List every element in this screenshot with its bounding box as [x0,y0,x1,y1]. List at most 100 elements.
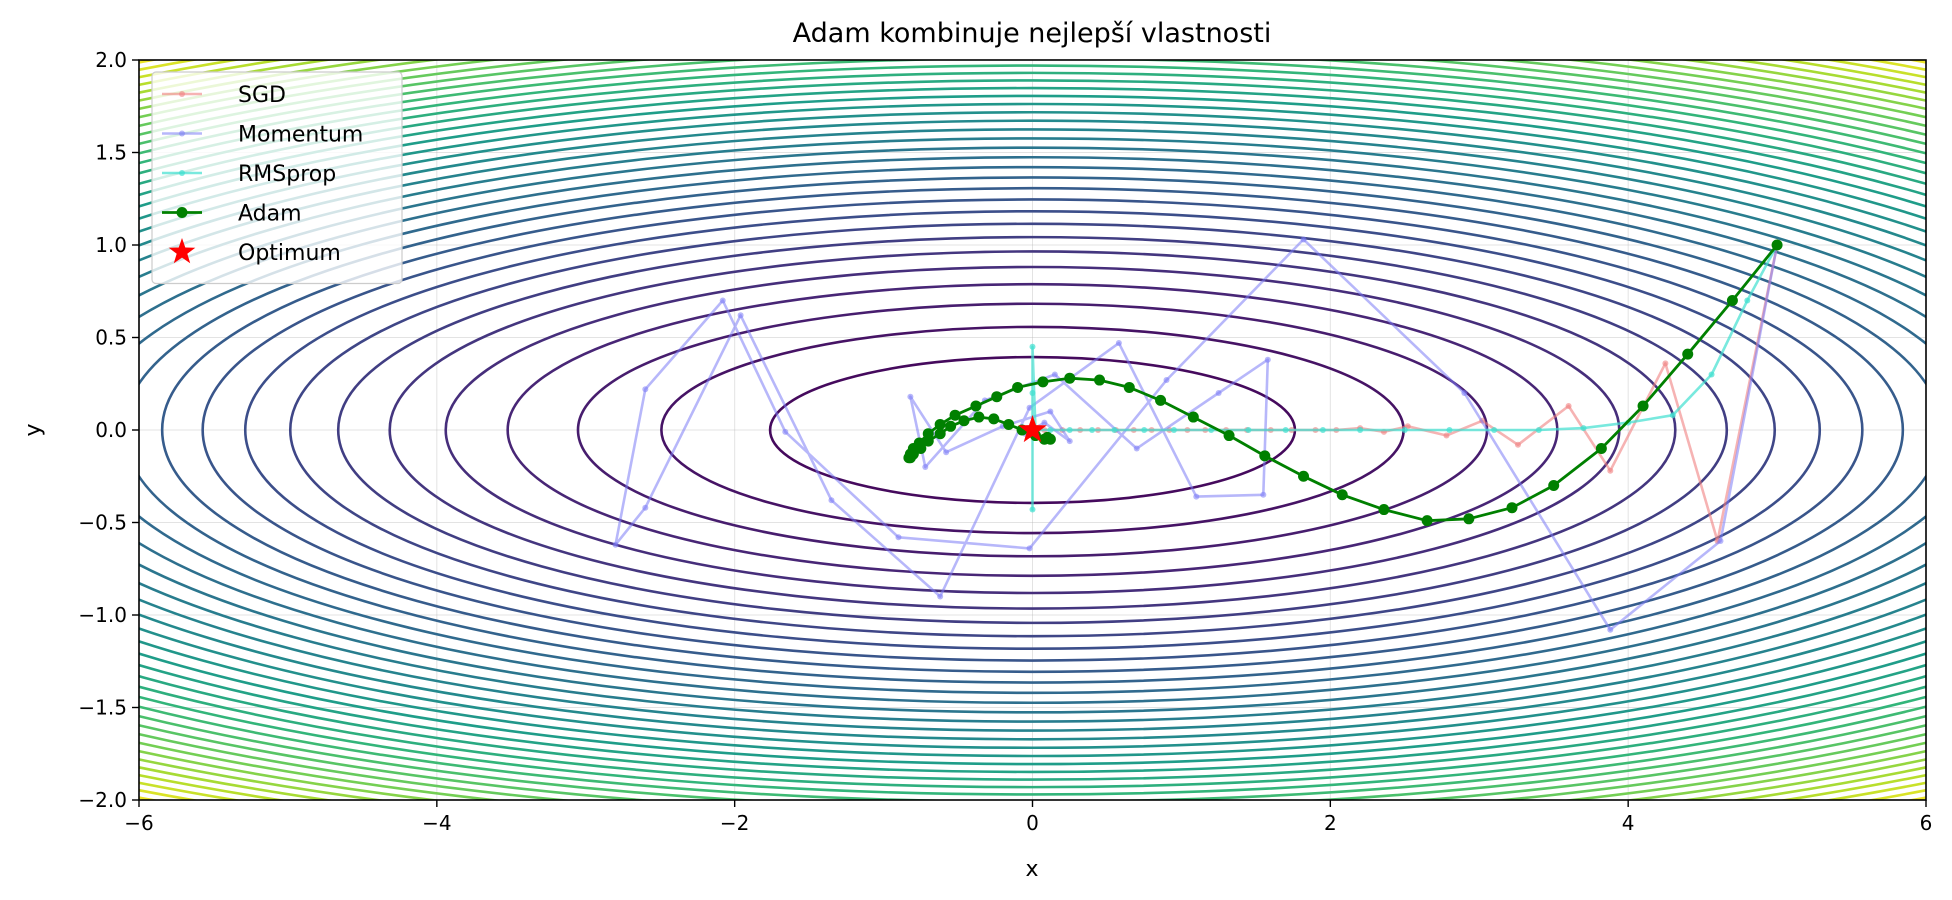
data-point-rmsprop [1401,427,1408,433]
data-point-adam [1094,374,1106,386]
x-tick-label: −2 [720,811,749,835]
y-tick-label: −2.0 [78,788,127,812]
contour-line [139,79,1926,781]
data-point-sgd [1443,432,1450,439]
data-point-momentum [1051,371,1058,378]
data-point-momentum [1163,377,1170,384]
data-point-adam [1155,394,1167,406]
legend-box [151,71,403,285]
x-tick-label: −6 [124,811,153,835]
contour-line [139,146,1926,714]
legend-marker-rmsprop [179,170,185,176]
data-point-adam [1506,502,1518,514]
data-point-momentum [922,464,929,470]
data-point-momentum [642,386,649,393]
data-point-rmsprop [1669,412,1676,419]
legend-item-adam: Adam [162,202,302,227]
data-point-rmsprop [1491,427,1498,433]
series-adam [903,239,1783,527]
data-point-rmsprop [1319,427,1326,433]
data-point-adam [934,418,946,430]
data-point-rmsprop [1535,427,1542,433]
legend: SGD Momentum RMSprop Adam Optimum [151,71,403,285]
legend-marker-sgd [179,91,185,97]
data-point-momentum [719,297,726,304]
data-point-rmsprop [1029,506,1036,513]
x-axis-ticks: −6 −4 −2 0 2 4 6 [124,800,1932,835]
data-point-adam [1771,239,1783,251]
data-point-momentum [1026,545,1033,552]
data-point-adam [1595,443,1607,454]
y-tick-label: 0.5 [95,326,127,350]
data-point-rmsprop [1066,427,1073,433]
data-point-adam [1187,411,1199,423]
legend-label-optimum: Optimum [238,241,341,266]
data-point-momentum [1215,390,1222,396]
data-point-adam [1037,376,1049,388]
data-point-adam [1463,513,1475,525]
data-point-momentum [1041,419,1048,426]
contour-line [139,94,1926,766]
data-point-momentum [1133,445,1140,452]
legend-label-momentum: Momentum [238,123,363,148]
y-tick-label: −0.5 [78,511,127,535]
data-point-adam [1726,295,1738,306]
data-point-adam [1682,348,1694,360]
y-axis-ticks: −2.0 −1.5 −1.0 −0.5 0.0 0.5 1.0 1.5 2.0 [78,48,139,812]
contour-line [139,86,1926,774]
y-tick-label: 1.0 [95,233,127,257]
data-point-momentum [907,393,914,400]
legend-label-rmsprop: RMSprop [238,162,336,187]
data-point-momentum [782,428,789,435]
legend-item-optimum: Optimum [168,238,341,266]
y-tick-label: 1.5 [95,141,127,165]
contour-line [139,128,1926,732]
contour-line [243,210,1822,650]
data-point-momentum [1047,408,1054,415]
data-point-adam [1064,372,1076,384]
data-point-adam [1223,430,1235,442]
contour-line [139,102,1926,758]
data-point-rmsprop [1029,390,1036,396]
legend-swatch-optimum [168,238,196,264]
x-tick-label: 2 [1324,811,1337,835]
contour-lines [139,60,1926,800]
data-point-adam [1012,381,1024,393]
optimum-layer [1018,415,1047,443]
data-point-adam [915,443,927,454]
data-point-adam [1378,504,1390,516]
data-point-momentum [612,541,619,548]
legend-label-sgd: SGD [238,83,286,108]
data-point-adam [934,428,946,440]
data-point-adam [949,409,961,421]
data-point-momentum [828,497,835,504]
data-point-adam [1259,450,1271,462]
contour-line [139,71,1926,789]
legend-marker-adam [176,207,188,218]
data-point-adam [958,415,970,427]
data-point-momentum [943,449,950,456]
data-point-adam [945,420,957,432]
data-point-momentum [642,504,649,511]
data-point-rmsprop [1282,427,1289,433]
data-point-sgd [1662,360,1669,367]
data-point-adam [1548,480,1560,491]
y-tick-label: 0.0 [95,418,127,442]
data-point-momentum [1026,404,1033,411]
data-point-momentum [1115,340,1122,347]
series-line-momentum [614,238,1779,632]
x-tick-label: 4 [1622,811,1635,835]
data-point-rmsprop [1357,427,1364,433]
y-tick-label: 2.0 [95,48,127,72]
data-point-rmsprop [1708,371,1715,378]
data-point-momentum [1607,626,1614,633]
data-point-momentum [1300,236,1307,243]
data-point-momentum [1260,491,1267,498]
x-axis-label: x [1025,857,1038,882]
data-point-rmsprop [1089,427,1096,433]
data-point-rmsprop [1111,427,1118,433]
y-tick-label: −1.0 [78,603,127,627]
data-point-momentum [895,534,902,541]
contour-line [139,111,1926,749]
